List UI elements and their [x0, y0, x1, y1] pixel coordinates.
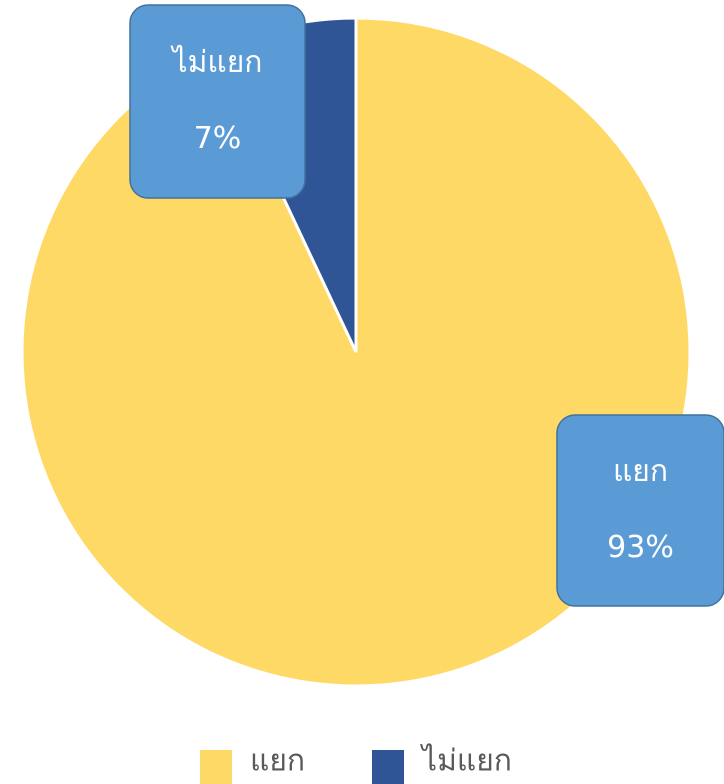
data-label-value: 93%	[607, 530, 674, 565]
data-label-category: แยก	[613, 454, 668, 489]
data-label-box	[556, 414, 724, 607]
data-label-value: 7%	[194, 121, 242, 156]
data-label-box	[129, 4, 306, 199]
legend-swatch	[200, 750, 232, 784]
legend-label: แยก	[250, 744, 305, 779]
legend-label: ไม่แยก	[420, 743, 512, 779]
data-label-category: ไม่แยก	[171, 44, 263, 80]
legend-swatch	[372, 750, 404, 784]
